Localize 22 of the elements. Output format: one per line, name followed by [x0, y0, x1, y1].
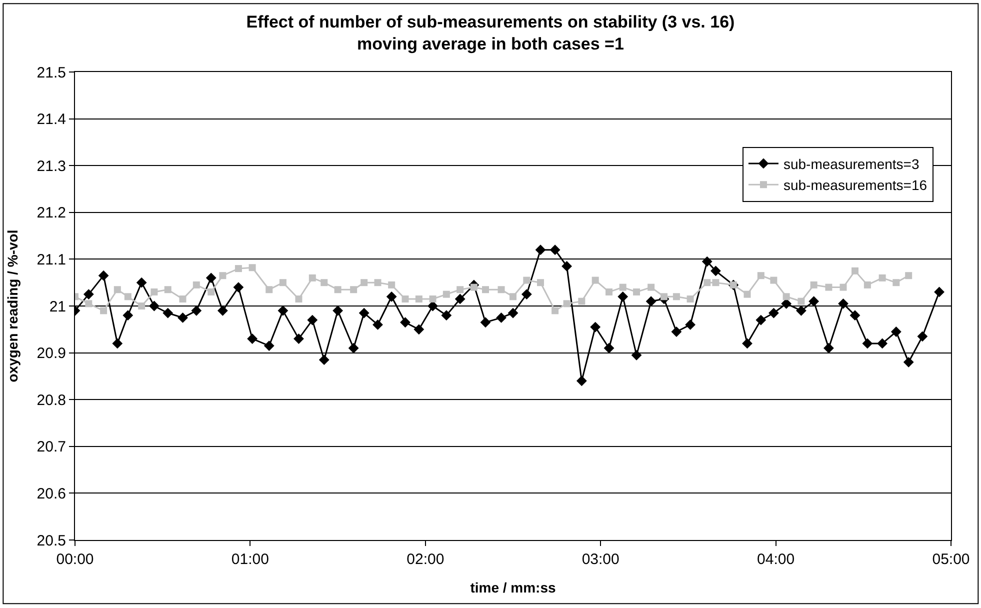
y-tick-label: 20.9 — [36, 345, 66, 362]
x-tick-label: 04:00 — [757, 551, 795, 568]
y-tick-label: 20.8 — [36, 392, 66, 409]
x-tick-label: 03:00 — [582, 551, 620, 568]
y-tick-label: 21.4 — [36, 111, 66, 128]
x-tick-label: 05:00 — [932, 551, 970, 568]
x-axis-title: time / mm:ss — [470, 579, 556, 596]
x-tick-label: 00:00 — [56, 551, 94, 568]
y-tick-label: 21.5 — [36, 64, 66, 82]
legend-label: sub-measurements=16 — [783, 177, 928, 194]
x-tick-label: 01:00 — [231, 551, 269, 568]
chart-title: Effect of number of sub-measurements on stability (3 vs. 16) moving average in both cases =1 — [246, 12, 735, 54]
y-tick-label: 20.6 — [36, 485, 66, 502]
x-tick-label: 02:00 — [406, 551, 444, 568]
y-tick-label: 21 — [49, 298, 66, 316]
y-tick-label: 21.2 — [36, 204, 66, 222]
y-tick-label: 20.7 — [36, 438, 66, 456]
y-axis-title: oxygen reading / %-vol — [4, 230, 20, 382]
y-tick-label: 20.5 — [36, 532, 66, 550]
legend-label: sub-measurements=3 — [783, 156, 920, 172]
y-tick-label: 21.1 — [36, 251, 66, 268]
y-tick-label: 21.3 — [36, 158, 66, 175]
